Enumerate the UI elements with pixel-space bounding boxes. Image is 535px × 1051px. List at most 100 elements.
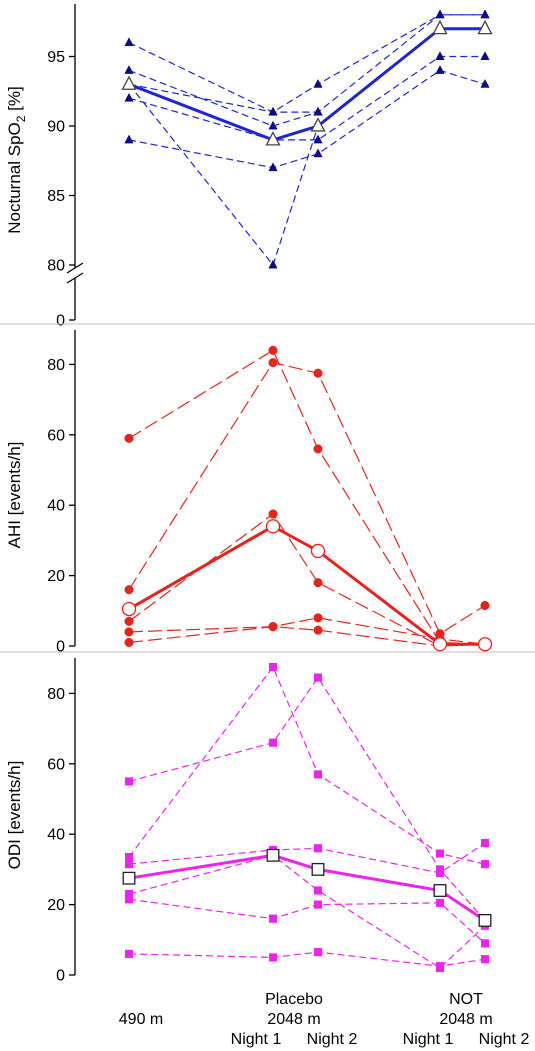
ahi-tick-label: 80 (47, 357, 65, 374)
ahi-tick-label: 40 (47, 498, 65, 515)
odi-data-point (313, 900, 323, 909)
spo2-individual-line (128, 28, 485, 267)
ahi-data-point (268, 509, 278, 519)
spo2-individual-line (128, 55, 485, 141)
odi-data-point (435, 868, 445, 877)
ahi-individual-line (128, 513, 486, 647)
odi-data-point (268, 953, 278, 962)
x-label-not-night2: Night 2 (479, 1031, 530, 1048)
odi-data-point (268, 914, 278, 923)
axis-break-mark (66, 272, 84, 284)
odi-data-point (268, 738, 278, 747)
x-label-baseline: 490 m (119, 1011, 163, 1028)
ahi-lines (128, 349, 486, 647)
spo2-data-point (313, 134, 323, 144)
spo2-data-point (435, 51, 445, 60)
odi-mean-line (128, 853, 486, 922)
spo2-tick-label: 85 (47, 188, 65, 205)
spo2-data-point (268, 120, 278, 130)
spo2-lines (128, 14, 486, 267)
ahi-data-point (268, 622, 278, 632)
spo2-mean-point (432, 19, 448, 35)
spo2-data-point (268, 259, 278, 269)
ahi-mean-line (128, 524, 485, 646)
spo2-y-axis: 0 80 85 90 95 (47, 4, 84, 330)
odi-markers (122, 662, 492, 973)
spo2-data-point (480, 9, 490, 19)
ahi-mean-point (265, 519, 281, 534)
ahi-individual-line (128, 361, 486, 635)
x-label-placebo: Placebo (265, 991, 323, 1008)
ahi-data-point (313, 444, 323, 454)
spo2-data-point (124, 134, 134, 144)
odi-data-point (124, 860, 134, 869)
odi-individual-line (128, 898, 486, 944)
odi-data-point (435, 898, 445, 907)
ahi-tick-label: 20 (47, 568, 65, 585)
spo2-tick-label: 90 (47, 119, 65, 136)
x-label-placebo-night2: Night 2 (307, 1031, 358, 1048)
spo2-tick-label: 0 (56, 313, 65, 330)
odi-individual-line (128, 951, 486, 967)
odi-tick-label: 0 (56, 968, 65, 985)
odi-mean-point (478, 913, 492, 927)
odi-mean-point (433, 884, 447, 897)
odi-tick-label: 80 (47, 686, 65, 703)
odi-tick-label: 60 (47, 756, 65, 773)
spo2-individual-line (128, 69, 486, 169)
spo2-individual-line (128, 14, 485, 113)
spo2-data-point (124, 37, 134, 47)
odi-data-point (480, 860, 490, 869)
x-label-placebo-night1: Night 1 (231, 1031, 282, 1048)
odi-data-point (124, 853, 134, 862)
ahi-mean-point (477, 637, 493, 652)
ahi-markers (121, 345, 493, 652)
ahi-data-point (313, 625, 323, 635)
odi-individual-line (128, 854, 486, 969)
odi-data-point (313, 948, 323, 957)
ahi-mean-point (121, 601, 137, 617)
x-label-not: NOT (449, 991, 483, 1008)
odi-individual-line (128, 676, 486, 921)
odi-data-point (480, 838, 490, 848)
odi-data-point (124, 895, 134, 904)
ahi-y-axis: 0 20 40 60 80 (47, 330, 76, 656)
spo2-mean-point (265, 131, 281, 146)
odi-data-point (480, 939, 490, 948)
odi-lines (128, 665, 486, 969)
spo2-data-point (268, 162, 278, 172)
odi-tick-label: 20 (47, 897, 65, 914)
ahi-data-point (268, 358, 278, 368)
ahi-data-point (124, 433, 134, 443)
odi-data-point (124, 949, 134, 958)
ahi-data-point (313, 578, 323, 588)
spo2-data-point (313, 106, 323, 116)
ahi-individual-line (128, 349, 486, 645)
odi-individual-line (128, 665, 486, 865)
spo2-mean-point (477, 19, 493, 35)
spo2-individual-line (128, 14, 485, 127)
spo2-data-point (435, 9, 445, 19)
ahi-data-point (124, 637, 134, 648)
spo2-data-point (268, 106, 278, 116)
ahi-data-point (313, 368, 323, 378)
spo2-tick-label: 80 (47, 258, 65, 275)
spo2-y-axis-title-subscript: 2 (14, 115, 28, 122)
x-label-not-altitude: 2048 m (439, 1011, 492, 1028)
ahi-data-point (313, 613, 323, 623)
odi-y-axis: 0 20 40 60 80 (47, 658, 76, 985)
spo2-data-point (435, 65, 445, 74)
ahi-mean-point (310, 543, 326, 559)
odi-data-point (313, 886, 323, 895)
odi-data-point (435, 849, 445, 858)
odi-mean-point (266, 848, 280, 862)
spo2-data-point (480, 51, 490, 60)
ahi-y-axis-title: AHI [events/h] (5, 442, 24, 549)
spo2-mean-line (128, 27, 485, 142)
axis-break-mark (66, 262, 84, 274)
odi-data-point (313, 844, 323, 853)
ahi-data-point (124, 585, 134, 595)
odi-data-point (435, 962, 445, 971)
spo2-data-point (313, 148, 323, 158)
